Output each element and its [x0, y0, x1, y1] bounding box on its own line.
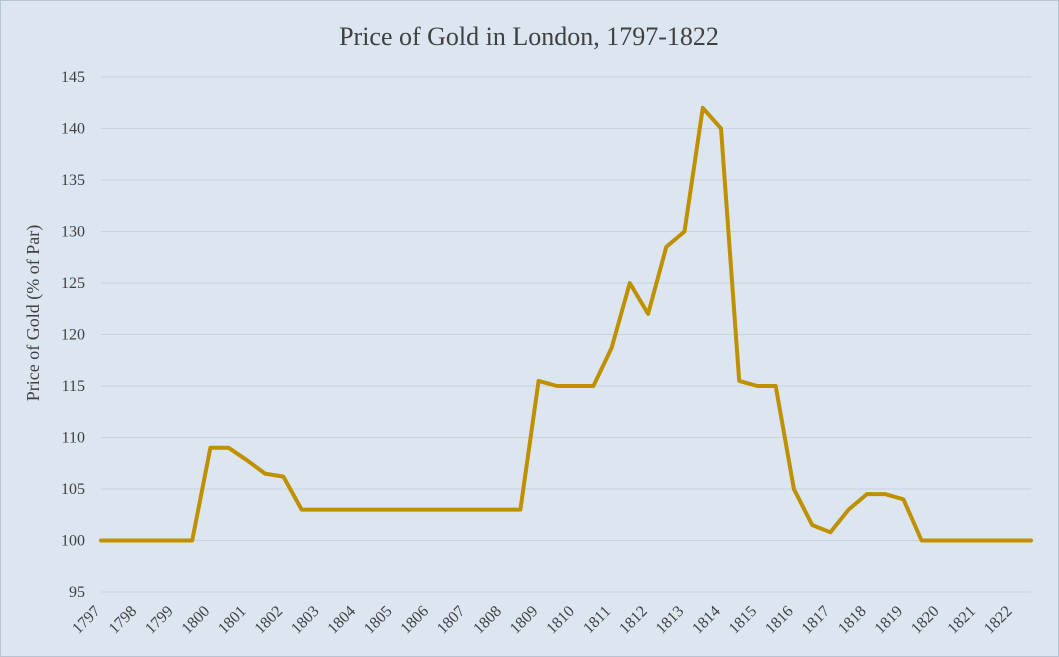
- x-tick-label-1805: 1805: [361, 603, 396, 638]
- x-tick-label-1822: 1822: [981, 603, 1016, 638]
- x-tick-label-1810: 1810: [543, 603, 578, 638]
- gridlines: [101, 76, 1031, 593]
- chart-title: Price of Gold in London, 1797-1822: [339, 22, 719, 51]
- x-tick-label-1807: 1807: [434, 603, 469, 638]
- y-tick-label-115: 115: [62, 378, 85, 395]
- y-tick-label-105: 105: [61, 481, 85, 498]
- x-tick-label-1813: 1813: [653, 603, 688, 638]
- x-tick-label-1808: 1808: [470, 603, 505, 638]
- y-tick-label-100: 100: [61, 533, 85, 550]
- x-tick-label-1802: 1802: [252, 603, 287, 638]
- x-tick-label-1815: 1815: [726, 603, 761, 638]
- x-tick-label-1812: 1812: [616, 603, 651, 638]
- x-tick-label-1797: 1797: [69, 603, 104, 638]
- x-tick-label-1806: 1806: [397, 603, 432, 638]
- x-tick-label-1819: 1819: [872, 603, 907, 638]
- y-tick-label-120: 120: [61, 327, 85, 344]
- y-tick-label-140: 140: [61, 121, 85, 138]
- y-tick-label-145: 145: [61, 69, 85, 86]
- x-tick-label-1803: 1803: [288, 603, 323, 638]
- x-tick-label-1820: 1820: [908, 603, 943, 638]
- x-tick-label-1814: 1814: [689, 603, 724, 638]
- x-tick-label-1798: 1798: [106, 603, 141, 638]
- x-tick-label-1817: 1817: [799, 603, 834, 638]
- x-tick-label-1801: 1801: [215, 603, 250, 638]
- y-axis-ticks: 95 100 105 110 115 120 125 130 135 140 145: [61, 69, 85, 601]
- x-tick-label-1816: 1816: [762, 603, 797, 638]
- y-tick-label-110: 110: [62, 430, 85, 447]
- y-tick-label-125: 125: [61, 275, 85, 292]
- x-tick-label-1800: 1800: [179, 603, 214, 638]
- y-tick-label-135: 135: [61, 172, 85, 189]
- series-line-0: [99, 105, 1033, 543]
- x-tick-label-1818: 1818: [835, 603, 870, 638]
- x-tick-label-1821: 1821: [944, 603, 979, 638]
- y-axis-title: Price of Gold (% of Par): [23, 225, 44, 401]
- y-tick-label-95: 95: [69, 584, 85, 601]
- y-tick-label-130: 130: [61, 224, 85, 241]
- x-tick-label-1811: 1811: [580, 603, 614, 637]
- x-tick-label-1809: 1809: [507, 603, 542, 638]
- x-tick-label-1804: 1804: [324, 603, 359, 638]
- x-axis-ticks: 1797 1798 1799 1800 1801 1802 1803 1804 1805 1806…: [69, 603, 1015, 638]
- x-tick-label-1799: 1799: [142, 603, 177, 638]
- series-layer: [99, 105, 1033, 543]
